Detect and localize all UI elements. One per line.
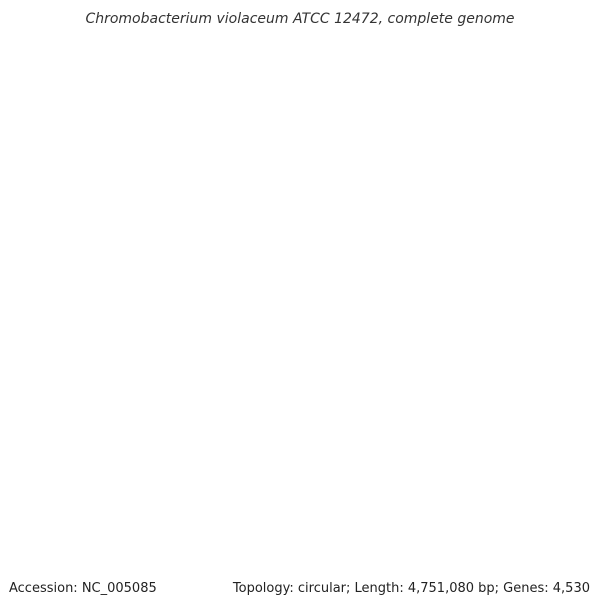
- topology-footer: Topology: circular; Length: 4,751,080 bp…: [232, 581, 590, 596]
- map-title: Chromobacterium violaceum ATCC 12472, co…: [85, 11, 514, 27]
- accession-footer: Accession: NC_005085: [9, 581, 157, 596]
